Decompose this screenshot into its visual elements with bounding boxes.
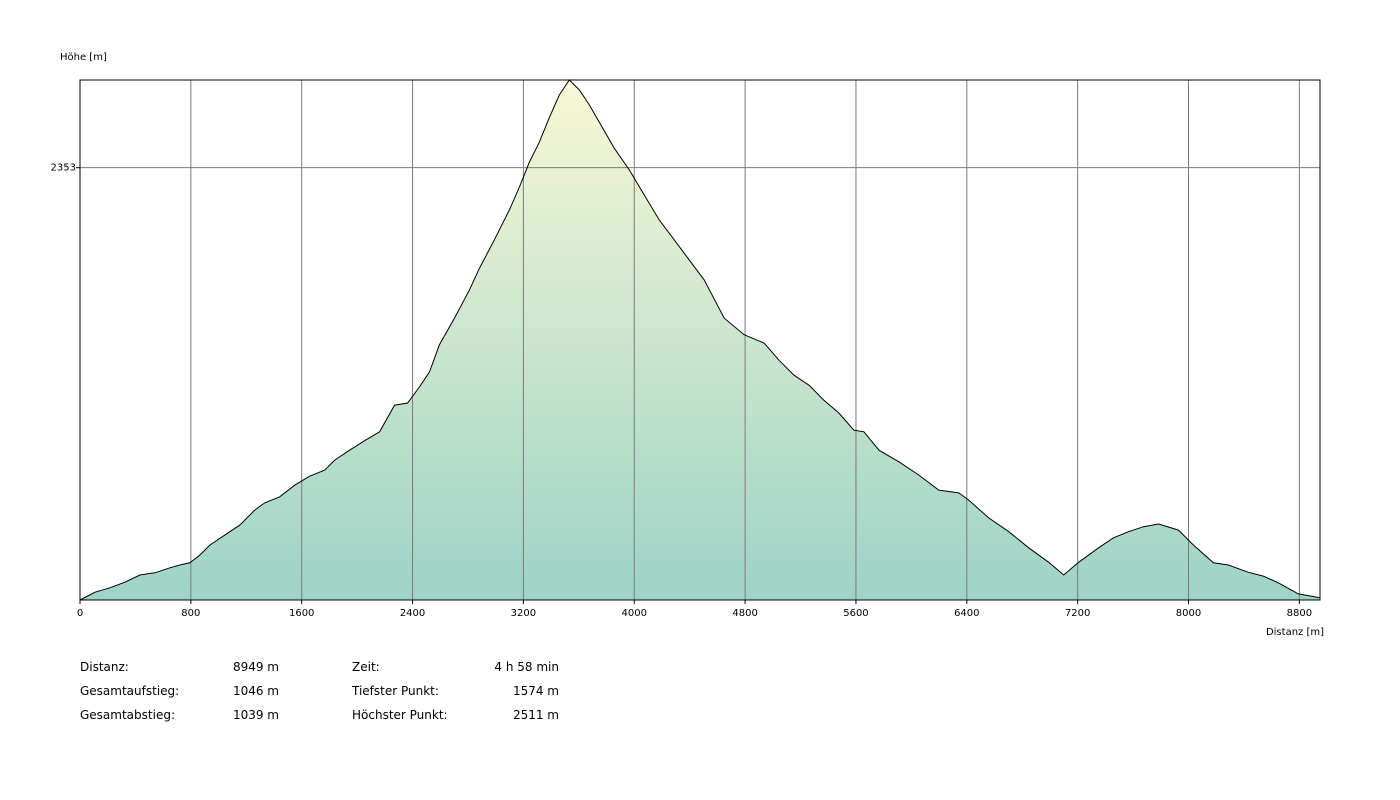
x-tick-label: 3200 bbox=[511, 608, 536, 619]
stat-label: Zeit: bbox=[352, 660, 380, 674]
x-tick-label: 2400 bbox=[400, 608, 425, 619]
x-tick-label: 7200 bbox=[1065, 608, 1090, 619]
x-tick-label: 1600 bbox=[289, 608, 314, 619]
x-tick-label: 4800 bbox=[732, 608, 757, 619]
x-tick-label: 800 bbox=[181, 608, 200, 619]
y-axis-label: Höhe [m] bbox=[60, 52, 107, 63]
x-axis-label: Distanz [m] bbox=[1266, 627, 1324, 638]
stat-label: Distanz: bbox=[80, 660, 129, 674]
x-tick-label: 6400 bbox=[954, 608, 979, 619]
stat-value: 1574 m bbox=[512, 684, 559, 698]
stat-label: Gesamtabstieg: bbox=[80, 708, 175, 722]
x-tick-label: 4000 bbox=[622, 608, 647, 619]
stat-value: 2511 m bbox=[512, 708, 559, 722]
y-tick-label: 2353 bbox=[51, 163, 76, 174]
stat-label: Höchster Punkt: bbox=[352, 708, 448, 722]
x-tick-label: 5600 bbox=[843, 608, 868, 619]
profile-line bbox=[79, 79, 1321, 601]
stat-value: 8949 m bbox=[232, 660, 279, 674]
stat-value: 1046 m bbox=[232, 684, 279, 698]
stat-label: Gesamtaufstieg: bbox=[80, 684, 180, 698]
x-tick-label: 0 bbox=[77, 608, 83, 619]
stat-label: Tiefster Punkt: bbox=[352, 684, 439, 698]
x-tick-label: 8800 bbox=[1287, 608, 1312, 619]
stat-value: 1039 m bbox=[232, 708, 279, 722]
stat-value: 4 h 58 min bbox=[494, 660, 559, 674]
plot-border bbox=[79, 79, 1321, 601]
area-fill bbox=[80, 80, 1320, 600]
x-tick-label: 8000 bbox=[1176, 608, 1201, 619]
